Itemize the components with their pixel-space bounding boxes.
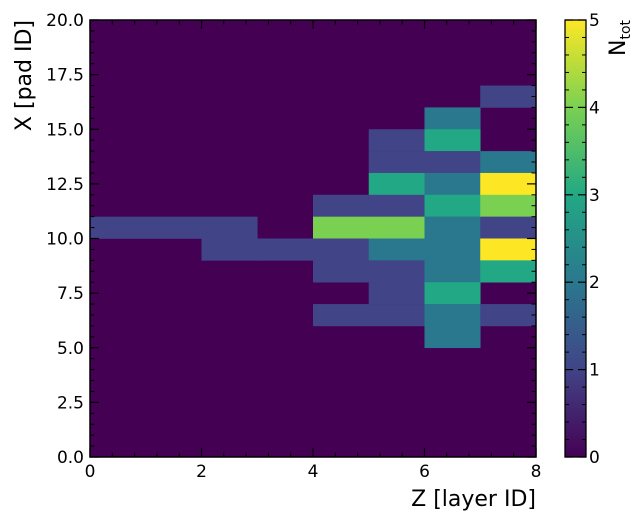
colorbar-tick-label: 1	[589, 361, 600, 381]
heatmap-cell	[368, 304, 425, 327]
heatmap-cell	[368, 129, 425, 152]
colorbar-tick-label: 3	[589, 186, 600, 206]
heatmap-cell	[424, 238, 481, 261]
y-axis-label: X [pad ID]	[12, 20, 37, 131]
heatmap-cell	[313, 194, 370, 217]
heatmap-cell	[313, 216, 370, 239]
heatmap-cell	[424, 172, 481, 196]
heatmap-cell	[145, 216, 202, 239]
colorbar-gradient	[564, 19, 587, 458]
heatmap-cell	[368, 260, 425, 283]
heatmap-cell	[368, 194, 425, 217]
x-tick-label: 8	[531, 462, 542, 482]
axes: 0 2 4 6 8 0.0 2.5 5.0 7.5 10.0 12.5 15.0 17.5 20.0	[46, 11, 541, 482]
heatmap-cell	[313, 304, 370, 327]
colorbar-tick-label: 0	[589, 448, 600, 468]
heatmap-cell	[368, 216, 425, 239]
heatmap-cell	[201, 238, 258, 261]
heatmap-cell	[480, 151, 537, 174]
x-axis-label: Z [layer ID]	[411, 487, 536, 512]
y-tick-label: 12.5	[46, 175, 84, 195]
heatmap-cell	[424, 260, 481, 283]
colorbar-tick-label: 4	[589, 98, 600, 118]
x-tick-label: 6	[419, 462, 430, 482]
heatmap-cell	[368, 151, 425, 174]
x-tick-label: 2	[196, 462, 207, 482]
heatmap-cell	[480, 172, 537, 196]
heatmap-cell	[424, 216, 481, 239]
x-tick-label: 0	[85, 462, 96, 482]
colorbar-tick-label: 5	[589, 11, 600, 31]
heatmap-cell	[424, 194, 481, 217]
y-tick-label: 10.0	[46, 230, 84, 250]
heatmap-cell	[480, 238, 537, 261]
heatmap-cell	[480, 194, 537, 217]
x-tick-label: 4	[308, 462, 319, 482]
svg-text:Ntot: Ntot	[606, 19, 634, 56]
heatmap-cell	[201, 216, 258, 239]
colorbar-tick-label: 2	[589, 273, 600, 293]
y-tick-label: 15.0	[46, 120, 84, 140]
heatmap-cell	[257, 238, 314, 261]
heatmap-cell	[424, 107, 481, 130]
heatmap-cells	[90, 85, 537, 349]
heatmap-cell	[313, 238, 370, 261]
y-tick-label: 0.0	[57, 448, 84, 468]
y-tick-label: 2.5	[57, 393, 84, 413]
heatmap-cell	[424, 151, 481, 174]
heatmap-cell	[480, 304, 537, 327]
y-tick-label: 20.0	[46, 11, 84, 31]
colorbar	[564, 19, 587, 458]
colorbar-ticks: 0 1 2 3 4 5	[565, 11, 600, 468]
heatmap-cell	[368, 172, 425, 196]
heatmap-cell	[480, 85, 537, 108]
y-tick-label: 17.5	[46, 66, 84, 86]
heatmap-cell	[313, 260, 370, 283]
heatmap-cell	[424, 129, 481, 152]
heatmap-cell	[480, 260, 537, 283]
y-tick-label: 5.0	[57, 339, 84, 359]
heatmap-cell	[368, 238, 425, 261]
heatmap-cell	[368, 282, 425, 305]
heatmap-cell	[424, 325, 481, 349]
colorbar-label-main: N	[606, 40, 631, 56]
colorbar-label-sub: tot	[618, 19, 634, 39]
heatmap-cell	[480, 216, 537, 239]
colorbar-label: Ntot	[606, 19, 634, 56]
heatmap-cell	[424, 304, 481, 327]
heatmap-cell	[424, 282, 481, 305]
y-tick-label: 7.5	[57, 284, 84, 304]
heatmap-cell	[90, 216, 147, 239]
